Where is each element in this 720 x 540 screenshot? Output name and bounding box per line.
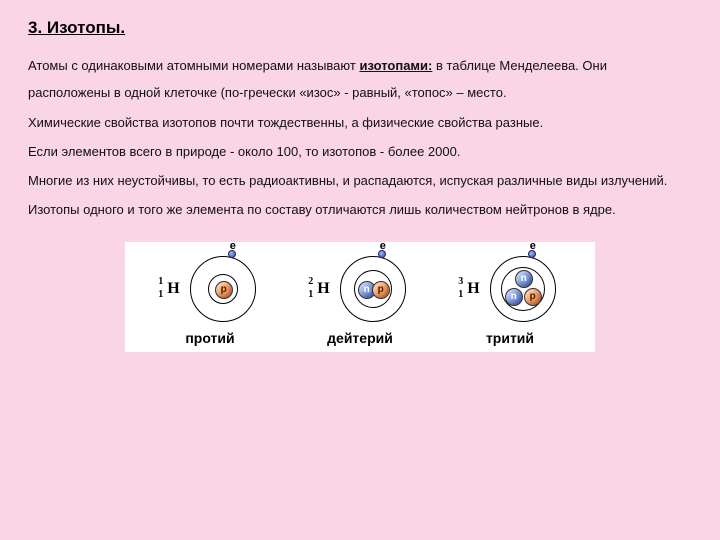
isotope-name: дейтерий <box>327 330 393 346</box>
atomic-number: 1 <box>458 290 463 300</box>
isotope-symbol: 11H <box>158 281 179 297</box>
isotope-row: 21H npe <box>308 250 411 328</box>
nucleus-shell: nnp <box>501 267 545 311</box>
atom-diagram: pe <box>184 250 262 328</box>
nucleus-shell: p <box>208 274 238 304</box>
atom-diagram: nnpe <box>484 250 562 328</box>
isotope-1: 21H npe дейтерий <box>308 250 411 346</box>
paragraph-2: Химические свойства изотопов почти тожде… <box>28 109 692 136</box>
isotope-2: 31H nnpe тритий <box>458 250 561 346</box>
paragraph-5: Изотопы одного и того же элемента по сос… <box>28 196 692 223</box>
section-heading: 3. Изотопы. <box>28 18 692 38</box>
nucleus-shell: np <box>354 270 392 308</box>
neutron-particle: n <box>515 270 533 288</box>
proton-particle: p <box>524 288 542 306</box>
proton-particle: p <box>372 281 390 299</box>
electron-label: e <box>230 240 236 252</box>
p1-term: изотопами: <box>359 58 432 73</box>
electron-label: e <box>530 240 536 252</box>
isotope-name: тритий <box>486 330 534 346</box>
mass-number: 3 <box>458 277 463 287</box>
isotope-0: 11H pe протий <box>158 250 261 346</box>
isotope-symbol: 21H <box>308 281 329 297</box>
mass-number: 2 <box>308 277 313 287</box>
paragraph-3: Если элементов всего в природе - около 1… <box>28 138 692 165</box>
isotope-name: протий <box>185 330 234 346</box>
isotope-row: 11H pe <box>158 250 261 328</box>
proton-particle: p <box>215 281 233 299</box>
atomic-number: 1 <box>158 290 163 300</box>
mass-number: 1 <box>158 277 163 287</box>
atomic-number: 1 <box>308 290 313 300</box>
p1-a: Атомы с одинаковыми атомными номерами на… <box>28 58 359 73</box>
electron-label: e <box>380 240 386 252</box>
isotope-symbol: 31H <box>458 281 479 297</box>
isotope-diagram: 11Hpeпротий21Hnpeдейтерий31Hnnpeтритий <box>125 242 595 352</box>
atom-diagram: npe <box>334 250 412 328</box>
neutron-particle: n <box>505 288 523 306</box>
paragraph-4: Многие из них неустойчивы, то есть радио… <box>28 167 692 194</box>
paragraph-1: Атомы с одинаковыми атомными номерами на… <box>28 52 692 107</box>
isotope-row: 31H nnpe <box>458 250 561 328</box>
